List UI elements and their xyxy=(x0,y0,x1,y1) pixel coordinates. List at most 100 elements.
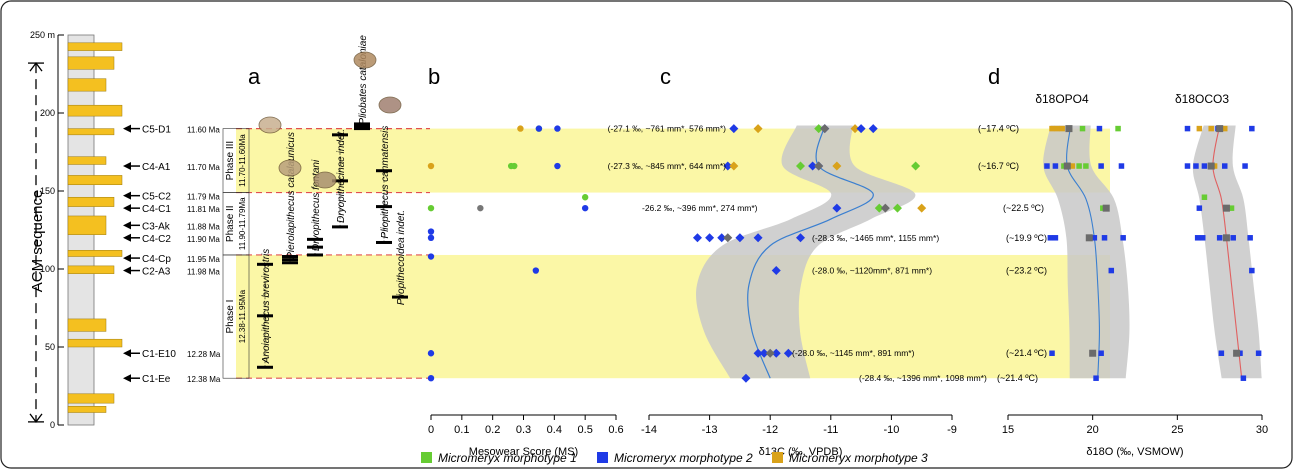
locality-arrow-icon xyxy=(123,191,131,200)
carbon-point xyxy=(753,348,763,358)
po4-point xyxy=(1059,125,1065,132)
mesowear-point xyxy=(427,234,435,241)
co3-point xyxy=(1208,125,1214,132)
mesowear-point xyxy=(517,125,524,132)
phase-name: Phase I xyxy=(225,300,236,334)
po4-mean-point xyxy=(1085,234,1093,242)
carbon-point xyxy=(771,266,781,276)
co3-point xyxy=(1247,235,1253,241)
locality-name: C1-E10 xyxy=(142,349,176,360)
mesowear-point xyxy=(511,162,518,170)
carbon-point xyxy=(753,233,763,243)
locality-arrow-icon xyxy=(123,221,131,230)
po4-point xyxy=(1052,235,1059,241)
carbon-point xyxy=(741,373,751,383)
carbon-annotation: (-27.1 ‰, ~761 mm*, 576 mm*) xyxy=(608,124,727,134)
carbon-tick-label: -9 xyxy=(947,424,957,436)
carbon-point xyxy=(759,348,769,358)
locality-age: 11.60 Ma xyxy=(187,126,220,135)
panel-letter-d: d xyxy=(988,64,1000,89)
carbon-point xyxy=(796,233,805,243)
phase-box xyxy=(222,254,250,379)
locality-arrow-icon xyxy=(123,162,131,171)
legend-label: Micromeryx morphotype 2 xyxy=(614,451,753,465)
locality-name: C5-D1 xyxy=(142,125,171,136)
taxon-occurrence-bar xyxy=(307,237,323,241)
co3-mean-point xyxy=(1222,204,1230,212)
locality-age: 11.79 Ma xyxy=(187,193,220,202)
carbon-mean-point xyxy=(765,348,775,358)
mesowear-point xyxy=(477,204,484,212)
po4-mean-point xyxy=(1089,349,1097,357)
carbon-point xyxy=(808,161,818,171)
co3-mean-point xyxy=(1222,234,1230,242)
carbon-point xyxy=(814,124,824,134)
carbon-point xyxy=(729,161,739,171)
panel-b-mesowear: 0 0.1 0.2 0.3 0.4 0.5 0.6 Mesowear Score (MS) xyxy=(427,125,624,458)
panel-letter-c: c xyxy=(660,64,671,89)
mesowear-point xyxy=(581,204,589,212)
carbon-point xyxy=(832,203,842,213)
mesowear-tick-label: 0.2 xyxy=(485,424,500,436)
po4-point xyxy=(1076,163,1082,169)
mesowear-point xyxy=(427,162,435,170)
sequence-axis-label: ACM sequence xyxy=(29,190,46,293)
height-tick-label: 200 xyxy=(40,108,55,118)
locality-name: C4-C1 xyxy=(142,204,171,215)
po4-point xyxy=(1079,125,1086,132)
locality-arrow-icon xyxy=(123,349,131,358)
sandstone-bed xyxy=(67,56,115,70)
mesowear-point xyxy=(427,350,435,357)
mesowear-point xyxy=(535,125,543,132)
carbon-point xyxy=(874,203,884,213)
po4-mean-point xyxy=(1063,162,1071,170)
carbon-point xyxy=(917,203,927,213)
carbon-annotation: (-28.4 ‰, ~1396 mm*, 1098 mm*) xyxy=(859,373,987,383)
po4-confidence-envelope xyxy=(1043,125,1130,379)
locality-name: C3-Ak xyxy=(142,221,171,232)
carbon-point xyxy=(796,161,805,171)
po4-mean-point xyxy=(1102,204,1110,212)
locality-arrow-icon xyxy=(123,124,131,133)
po4-point xyxy=(1120,235,1126,241)
taxon-occurrence-bar xyxy=(307,253,323,257)
carbon-point xyxy=(705,233,715,243)
carbon-annotation: -26.2 ‰, ~396 mm*, 274 mm*) xyxy=(642,203,758,213)
locality-age: 11.88 Ma xyxy=(187,222,220,231)
taxon-name: Dryopithecinae indet. xyxy=(336,129,347,223)
mesowear-point xyxy=(532,267,540,274)
po4-point xyxy=(1052,163,1059,169)
oxygen-tick-label: 25 xyxy=(1171,424,1183,436)
po4-point xyxy=(1096,125,1103,132)
legend-label: Micromeryx morphotype 3 xyxy=(789,451,928,465)
carbon-annotation: (-28.0 ‰, ~1120mm*, 871 mm*) xyxy=(812,266,932,276)
panel-letter-b: b xyxy=(428,64,440,89)
fossil-specimen-icon xyxy=(378,96,402,114)
carbon-mean-point xyxy=(880,203,890,213)
taxon-occurrence-bar xyxy=(332,179,348,183)
sandstone-bed xyxy=(67,265,115,274)
carbon-point xyxy=(850,124,860,134)
locality-name: C4-A1 xyxy=(142,162,171,173)
co3-point xyxy=(1228,205,1235,211)
phase-bands xyxy=(236,128,1110,379)
taxon-occurrence-bar xyxy=(257,262,273,266)
carbon-tick-label: -11 xyxy=(823,424,838,436)
po4-point xyxy=(1047,235,1054,241)
carbon-point xyxy=(753,124,763,134)
locality-age: 11.98 Ma xyxy=(187,268,220,277)
carbon-mean-point xyxy=(723,233,733,243)
co3-point xyxy=(1193,163,1199,169)
mesowear-point xyxy=(427,253,435,260)
po4-point xyxy=(1049,125,1055,132)
temperature-annotation: (~17.4 ºC) xyxy=(978,124,1019,134)
po4-point xyxy=(1098,163,1104,169)
mesowear-point xyxy=(427,204,435,212)
co3-point xyxy=(1240,375,1247,381)
mesowear-axis-label: Mesowear Score (MS) xyxy=(469,446,578,458)
legend-label: Micromeryx morphotype 1 xyxy=(438,451,577,465)
locality-name: C4-C2 xyxy=(142,234,171,245)
po4-point xyxy=(1083,163,1089,169)
carbon-point xyxy=(783,348,793,358)
